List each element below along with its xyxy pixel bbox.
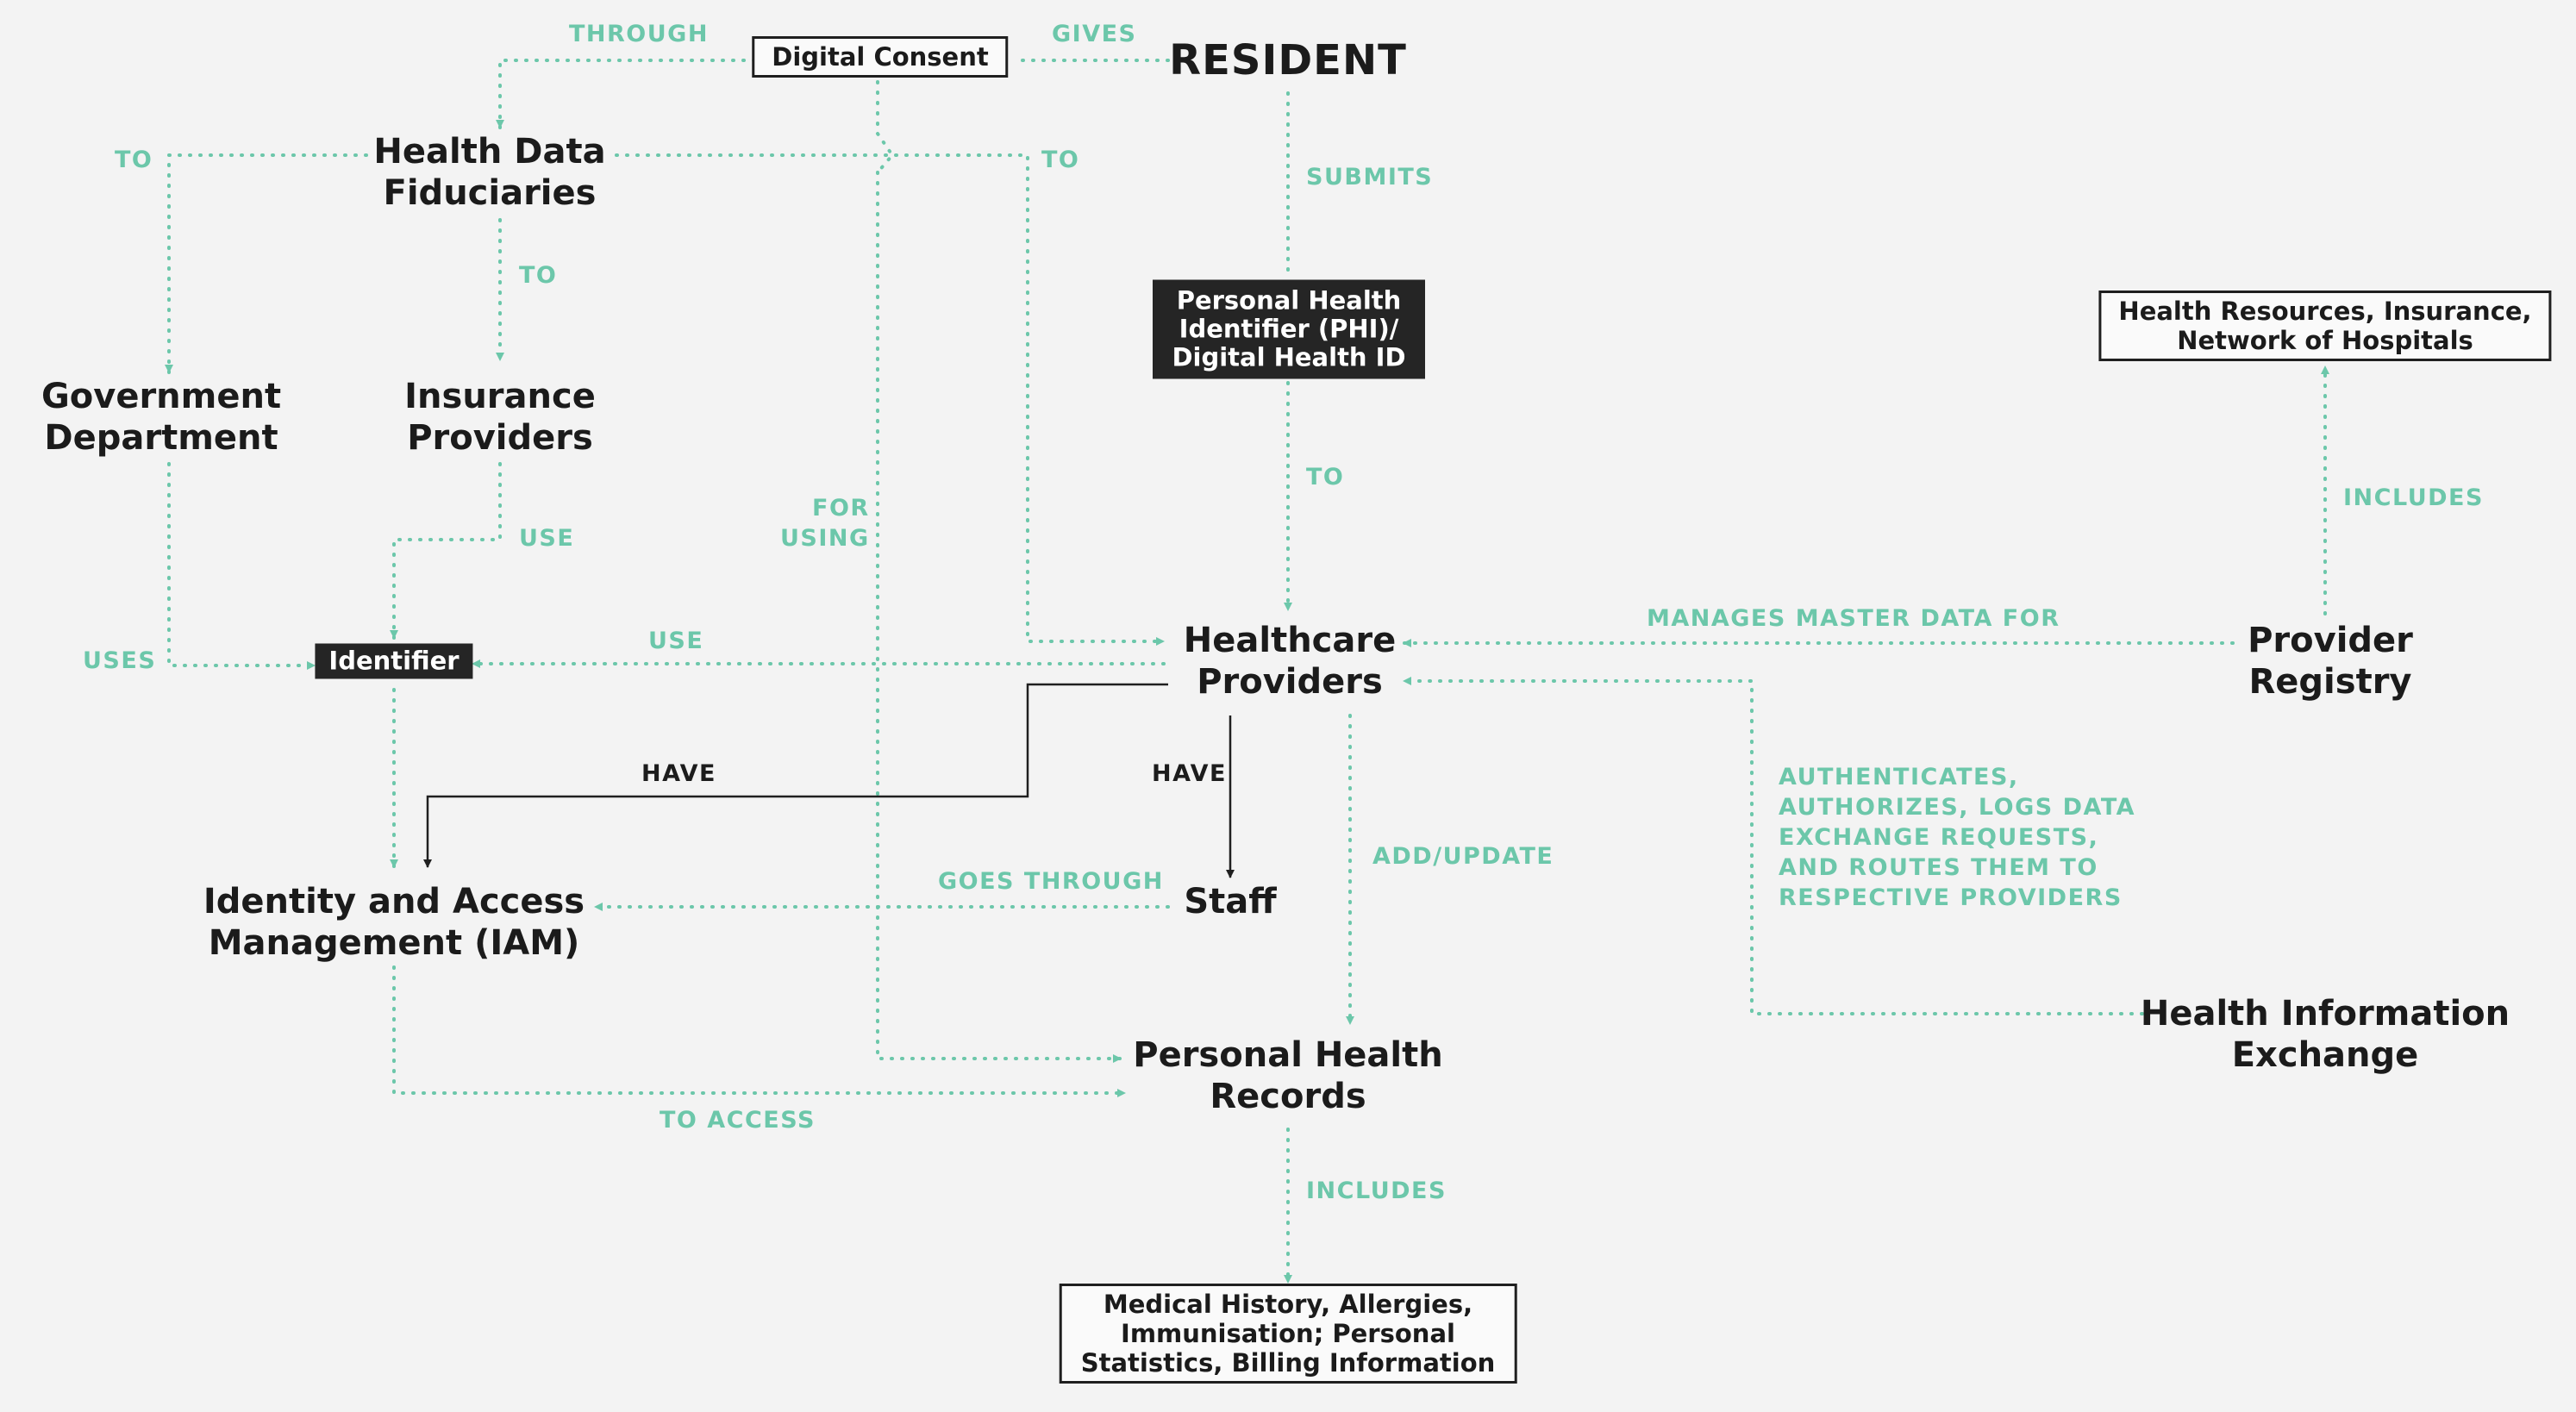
health-information-exchange-node: Health Information Exchange [2140, 994, 2510, 1075]
identifier-node: Identifier [315, 643, 473, 679]
edge-consent-down [876, 80, 895, 174]
health-resources-node: Health Resources, Insurance, Network of H… [2098, 291, 2552, 361]
edge-iam-phr [392, 965, 1127, 1097]
edge-label-includes-mh: INCLUDES [1306, 1178, 1447, 1204]
edge-label-have-iam: HAVE [641, 760, 716, 787]
health-data-fiduciaries-node: Health Data Fiduciaries [373, 132, 606, 213]
provider-registry-node: Provider Registry [2248, 621, 2413, 702]
edge-hdf-gov [165, 153, 368, 374]
edge-hie-hcp [1402, 677, 2144, 1015]
edge-label-through: THROUGH [569, 21, 709, 47]
medical-history-node: Medical History, Allergies, Immunisation;… [1059, 1284, 1517, 1384]
edge-label-uses-gov: USES [83, 647, 157, 674]
edge-hdf-hcp [615, 153, 1166, 646]
edge-consent-phr [876, 171, 1122, 1063]
edge-label-use-hcp: USE [648, 628, 704, 654]
edge-insurance-identifier [390, 462, 502, 640]
edge-label-includes-hr: INCLUDES [2343, 484, 2484, 511]
healthcare-providers-node: Healthcare Providers [1183, 621, 1397, 702]
iam-node: Identity and Access Management (IAM) [203, 882, 585, 963]
staff-node: Staff [1184, 882, 1277, 922]
edge-label-manages: MANAGES MASTER DATA FOR [1647, 605, 2060, 632]
edge-label-to-hcp: TO [1041, 147, 1080, 173]
resident-node: RESIDENT [1169, 36, 1407, 84]
edge-label-for-using: FOR USING [780, 495, 870, 552]
edge-label-submits: SUBMITS [1306, 164, 1434, 191]
edge-label-hie-description: AUTHENTICATES, AUTHORIZES, LOGS DATA EXCHA… [1779, 764, 2136, 911]
edge-label-add-update: ADD/UPDATE [1372, 843, 1554, 870]
edge-hcp-iam-have [423, 683, 1168, 868]
edge-label-gives: GIVES [1052, 21, 1137, 47]
edge-label-to-access: TO ACCESS [660, 1107, 816, 1134]
phi-node: Personal Health Identifier (PHI)/Digital … [1153, 279, 1425, 379]
edge-label-have-staff: HAVE [1152, 760, 1227, 787]
edge-label-to-insurance: TO [519, 262, 558, 289]
personal-health-records-node: Personal Health Records [1133, 1035, 1443, 1116]
edge-consent-hdf [496, 59, 756, 129]
edge-label-goes-through: GOES THROUGH [938, 868, 1164, 895]
edge-gov-identifier [167, 462, 316, 670]
insurance-providers-node: Insurance Providers [404, 377, 596, 458]
government-department-node: Government Department [41, 377, 282, 458]
digital-consent-node: Digital Consent [752, 36, 1009, 78]
edge-label-to-gov: TO [115, 147, 153, 173]
edge-label-to-phi: TO [1306, 464, 1345, 490]
edge-label-use-insurance: USE [519, 525, 575, 552]
